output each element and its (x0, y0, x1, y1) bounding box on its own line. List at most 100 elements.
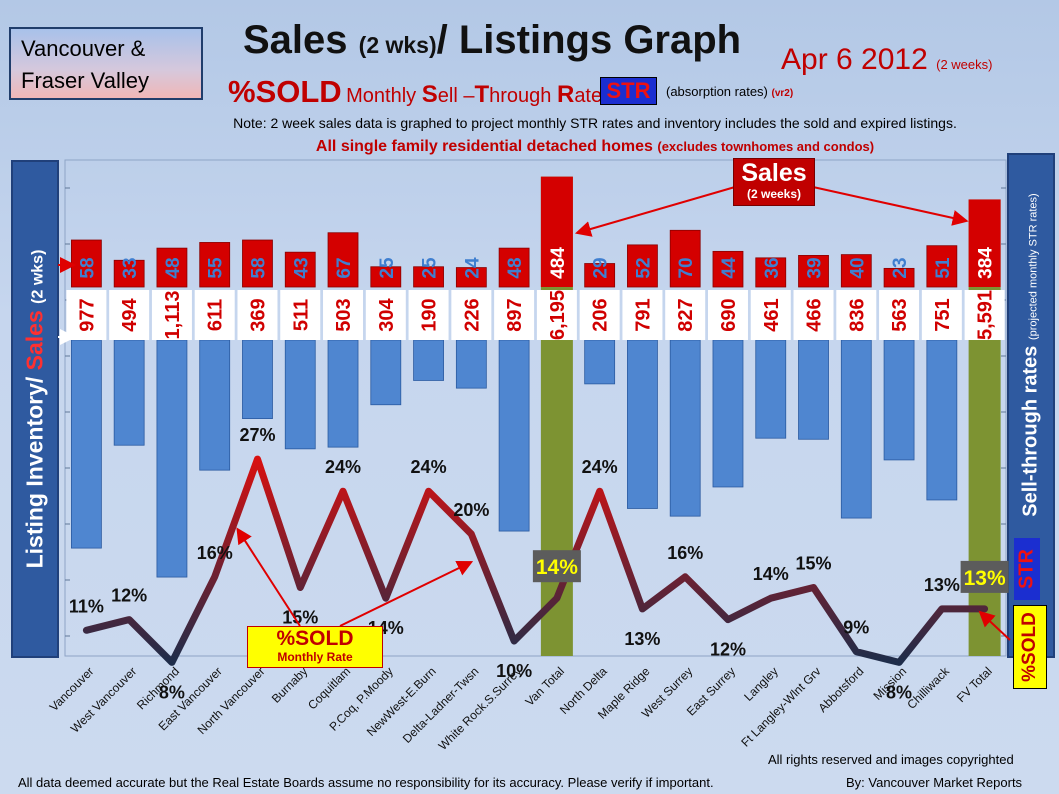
sales-data-label: 52 (633, 257, 654, 278)
sold-callout-sub: Monthly Rate (277, 650, 353, 664)
plot-frame (64, 159, 1007, 657)
inventory-data-label: 226 (461, 298, 483, 331)
category-tick-label: Abbotsford (815, 664, 866, 715)
date-note: (2 weeks) (936, 57, 993, 72)
scope-note: All single family residential detached h… (100, 138, 1059, 156)
sales-bar (798, 255, 829, 288)
inventory-bar (755, 339, 787, 439)
sold-callout: %SOLD Monthly Rate (247, 626, 383, 668)
inventory-bar (627, 339, 658, 509)
inventory-data-label: 6,195 (547, 290, 569, 340)
sales-arrow-van (574, 186, 736, 237)
inventory-data-label: 827 (675, 298, 697, 331)
scope-exclusion: (excludes townhomes and condos) (657, 139, 875, 154)
category-tick-label: Ft Langley-Wlnt Grv (738, 664, 823, 749)
copyright-note: All rights reserved and images copyright… (768, 752, 1014, 767)
inventory-bar (199, 339, 231, 471)
sales-bar (455, 267, 487, 288)
inventory-label-box (536, 290, 577, 340)
str-data-label: 13% (624, 629, 660, 649)
sales-callout: Sales (2 weeks) (733, 158, 815, 206)
inventory-label-box (151, 290, 192, 340)
inventory-data-label: 503 (333, 298, 355, 331)
inventory-label-box (750, 290, 791, 340)
str-data-label: 13% (924, 575, 960, 595)
inventory-label-box (921, 290, 962, 340)
absorption-note: (absorption rates) (vr2) (666, 84, 793, 99)
inventory-label-box (494, 290, 535, 340)
str-data-label: 15% (282, 608, 318, 628)
sold-arrow-right (339, 560, 474, 627)
inventory-bar (242, 339, 273, 419)
inventory-data-label: 5,591 (975, 290, 997, 340)
str-data-label: 16% (197, 543, 233, 563)
subtitle-p5: R (556, 81, 575, 108)
sales-bar (156, 247, 188, 288)
region-line-1: Vancouver & (21, 36, 146, 61)
str-data-label: 15% (796, 554, 832, 574)
inventory-label-box (964, 290, 1005, 340)
inventory-data-label: 369 (247, 298, 269, 331)
inventory-bar (669, 339, 701, 517)
title-period: (2 wks) (358, 32, 437, 58)
inventory-bar (840, 339, 872, 519)
sales-data-label: 43 (291, 257, 312, 278)
inventory-label-box (665, 290, 706, 340)
sold-arrow-left (236, 527, 301, 627)
sales-callout-sub: (2 weeks) (746, 187, 802, 201)
inventory-label-box (707, 290, 748, 340)
inventory-data-label: 836 (846, 298, 868, 331)
sales-bar (199, 242, 231, 288)
inventory-label-box (280, 290, 321, 340)
str-data-label: 8% (159, 682, 185, 702)
title-sales: Sales (243, 18, 348, 62)
sales-data-label: 58 (248, 257, 269, 278)
inventory-data-label: 304 (376, 297, 398, 331)
inventory-data-label: 690 (718, 298, 740, 331)
inventory-bar (284, 339, 316, 450)
str-data-label: 14% (536, 556, 578, 579)
sales-data-label: 67 (334, 257, 355, 278)
inventory-label-box (451, 290, 492, 340)
subtitle-p1: S (421, 81, 438, 108)
sales-bar (840, 254, 872, 288)
inventory-label-box (579, 290, 620, 340)
sales-callout-title: Sales (741, 159, 807, 187)
sales-data-label: 24 (462, 257, 483, 279)
right-str-badge: STR (1014, 538, 1040, 600)
inventory-bar (584, 339, 616, 385)
sales-bar (370, 266, 402, 288)
sales-bar (284, 251, 316, 288)
sales-data-label: 484 (548, 247, 569, 279)
sales-data-label: 384 (976, 247, 997, 279)
total-str-box (960, 560, 1009, 593)
sales-bar (712, 250, 744, 288)
subtitle-p2: ell – (437, 85, 475, 107)
str-data-label: 8% (886, 682, 912, 702)
inventory-data-label: 1,113 (162, 291, 184, 340)
region-line-2: Fraser Valley (21, 68, 149, 93)
sales-bar (327, 232, 359, 288)
str-data-label: 11% (69, 596, 104, 616)
inventory-bar (413, 339, 444, 381)
inventory-label-box (622, 290, 663, 340)
sales-bar (883, 267, 915, 288)
str-data-label: 12% (710, 640, 746, 660)
method-note: Note: 2 week sales data is graphed to pr… (233, 115, 957, 131)
inventory-data-label: 897 (504, 298, 526, 331)
inventory-bar (798, 339, 829, 440)
str-data-label: 12% (111, 586, 147, 606)
sales-bar (627, 244, 658, 288)
sales-data-label: 29 (591, 257, 612, 278)
sales-data-label: 40 (847, 257, 868, 278)
inventory-data-label: 206 (590, 298, 612, 331)
sales-data-label: 48 (163, 257, 184, 278)
str-line (82, 455, 989, 666)
sales-data-label: 58 (77, 257, 98, 278)
sales-bar (113, 259, 145, 288)
inventory-data-label: 563 (889, 298, 911, 331)
str-data-label: 24% (325, 457, 361, 477)
str-data-label: 9% (843, 618, 869, 638)
